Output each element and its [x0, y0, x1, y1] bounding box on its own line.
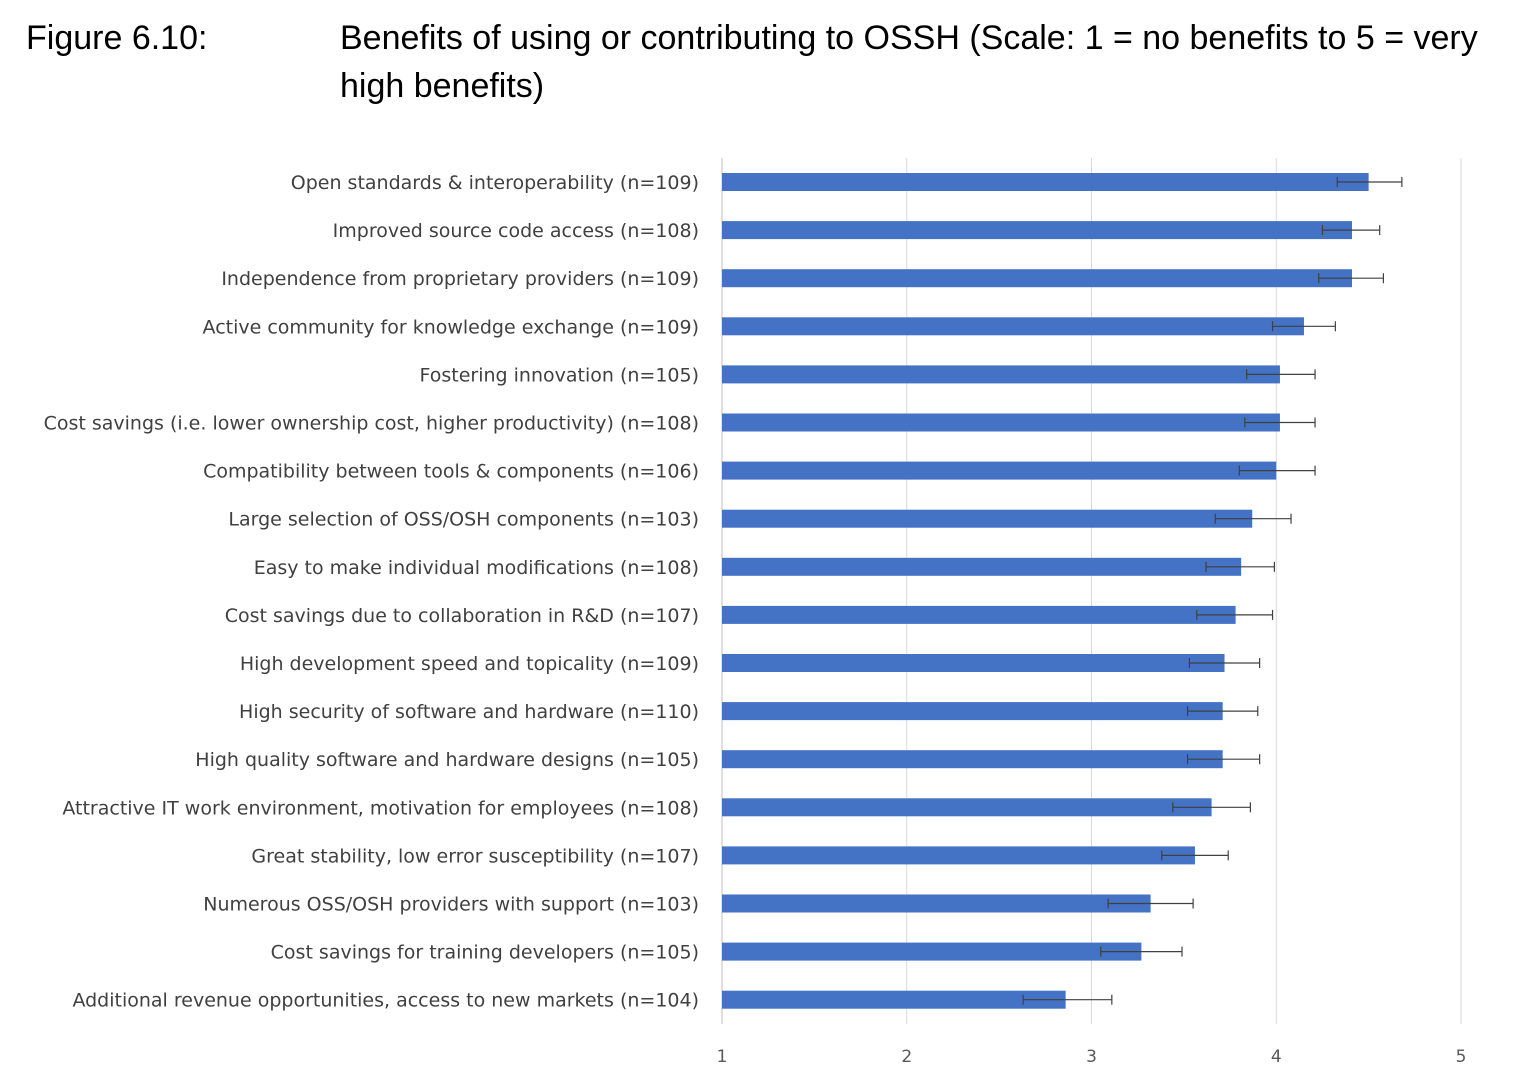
error-bar: [1318, 273, 1385, 284]
category-label: Numerous OSS/OSH providers with support …: [203, 894, 699, 916]
category-label: Great stability, low error susceptibilit…: [251, 845, 699, 867]
bar: [722, 942, 1142, 961]
bar: [722, 173, 1369, 191]
category-label: Fostering innovation (n=105): [419, 364, 699, 386]
bar: [722, 846, 1195, 865]
bar: [722, 605, 1236, 624]
error-bar: [1107, 898, 1194, 909]
gridlines: [721, 158, 1462, 1024]
bar: [722, 750, 1223, 769]
category-label: Attractive IT work environment, motivati…: [62, 797, 699, 819]
bar: [722, 317, 1304, 336]
x-tick-label: 3: [1086, 1047, 1097, 1067]
category-label: Independence from proprietary providers …: [221, 268, 699, 290]
category-label: Active community for knowledge exchange …: [203, 316, 699, 338]
bar: [722, 557, 1242, 576]
x-tick-label: 4: [1271, 1047, 1282, 1067]
error-bars: [1022, 177, 1403, 1005]
error-bar: [1214, 513, 1292, 524]
bar: [722, 509, 1253, 528]
error-bar: [1321, 225, 1381, 236]
category-label: Additional revenue opportunities, access…: [72, 990, 699, 1012]
error-bar: [1022, 994, 1113, 1005]
error-bar: [1238, 465, 1316, 476]
error-bar: [1172, 802, 1251, 813]
bar: [722, 413, 1280, 432]
bar: [722, 461, 1277, 480]
x-axis-ticks: 1 2 3 4 5: [717, 1047, 1467, 1067]
category-label: Cost savings due to collaboration in R&D…: [225, 605, 699, 627]
bar: [722, 702, 1223, 721]
bar: [722, 654, 1225, 672]
x-tick-label: 2: [901, 1047, 912, 1067]
error-bar: [1246, 369, 1316, 380]
category-label: Easy to make individual modifications (n…: [254, 557, 699, 579]
error-bar: [1205, 561, 1276, 572]
category-label: High quality software and hardware desig…: [195, 749, 699, 771]
figure-label: Figure 6.10:: [26, 19, 208, 57]
error-bar: [1336, 177, 1403, 187]
category-label: High development speed and topicality (n…: [240, 653, 699, 675]
error-bar: [1188, 658, 1261, 668]
error-bar: [1186, 706, 1259, 717]
category-label: Compatibility between tools & components…: [203, 461, 699, 483]
category-label: Large selection of OSS/OSH components (n…: [228, 509, 699, 531]
category-label: Cost savings for training developers (n=…: [271, 942, 699, 964]
error-bar: [1186, 754, 1261, 765]
category-label: Cost savings (i.e. lower ownership cost,…: [44, 413, 699, 435]
error-bar: [1244, 417, 1316, 428]
category-label: Open standards & interoperability (n=109…: [291, 172, 699, 194]
category-label: High security of software and hardware (…: [239, 701, 699, 723]
error-bar: [1100, 946, 1183, 957]
x-tick-label: 5: [1456, 1047, 1467, 1067]
category-labels: Open standards & interoperability (n=109…: [44, 172, 699, 1012]
bar: [722, 990, 1066, 1009]
error-bar: [1196, 609, 1274, 620]
bar: [722, 894, 1151, 913]
bar: [722, 269, 1352, 288]
error-bar: [1271, 321, 1336, 332]
error-bar: [1161, 850, 1229, 861]
bar: [722, 798, 1212, 817]
bar: [722, 365, 1280, 384]
bar: [722, 221, 1352, 240]
bars: [722, 173, 1369, 1009]
x-tick-label: 1: [717, 1047, 728, 1067]
category-label: Improved source code access (n=108): [333, 220, 699, 242]
figure-title: Benefits of using or contributing to OSS…: [340, 19, 1478, 105]
